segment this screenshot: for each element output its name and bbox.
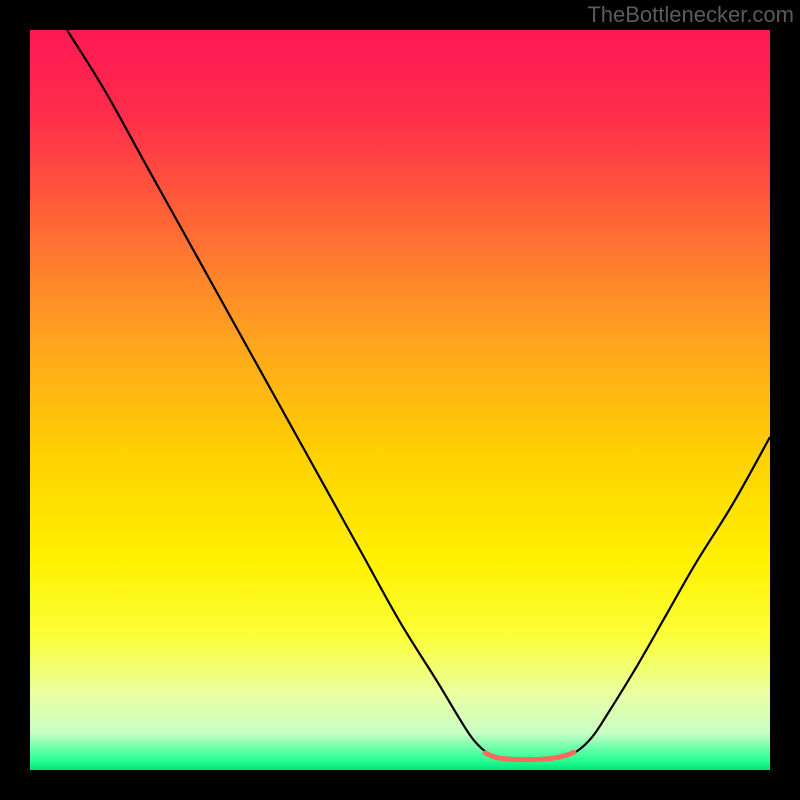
main-curve (67, 30, 770, 760)
attribution-text: TheBottlenecker.com (587, 2, 794, 28)
curves-layer (30, 30, 770, 770)
chart-container: TheBottlenecker.com (0, 0, 800, 800)
accent-curve (485, 752, 574, 759)
plot-area (30, 30, 770, 770)
